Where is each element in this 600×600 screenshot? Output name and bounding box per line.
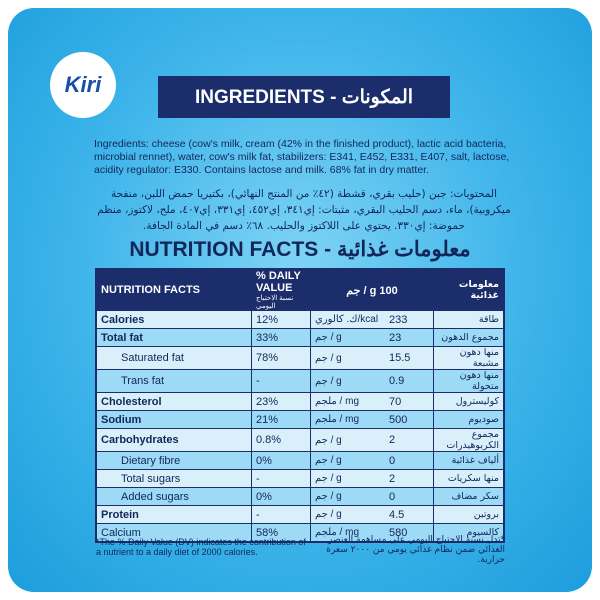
nutrient-row: Saturated fat 78% جم / g 15.5 منها دهون مشبع… <box>95 346 505 370</box>
unit: جم / g <box>310 451 385 470</box>
brand-logo: Kiri <box>50 52 116 118</box>
nutrient-row: Sodium 21% ملجم / mg 500 صوديوم <box>95 410 505 429</box>
nutrient-row: Total sugars - جم / g 2 منها سكريات <box>95 469 505 488</box>
nutrient-name-arabic: كوليسترول <box>433 392 505 411</box>
nutrient-name-arabic: منها سكريات <box>433 469 505 488</box>
amount: 0 <box>385 487 434 506</box>
header-per: جم / g 100 <box>310 268 434 311</box>
nutrient-row: Total fat 33% جم / g 23 مجموع الدهون <box>95 328 505 347</box>
unit: جم / g <box>310 505 385 524</box>
header-dv-ar: نسبة الاحتياج اليومي <box>256 295 294 310</box>
unit: جم / g <box>310 328 385 347</box>
amount: 2 <box>385 469 434 488</box>
header-name: NUTRITION FACTS <box>95 268 252 311</box>
nutrient-name-arabic: مجموع الكربوهيدرات <box>433 428 505 452</box>
nutrient-name-arabic: منها دهون متحولة <box>433 369 505 393</box>
ingredients-arabic: المحتويات: جبن (حليب بقري، قشطة (٤٢٪ من … <box>97 188 511 232</box>
header-row: NUTRITION FACTS % DAILY VALUE نسبة الاحتي… <box>95 268 505 311</box>
daily-value: 58% <box>251 523 311 543</box>
nutrient-name: Total fat <box>95 328 252 347</box>
nutrient-name: Carbohydrates <box>95 428 252 452</box>
footnote: *The % Daily Value (DV) indicates the co… <box>96 537 306 557</box>
daily-value: 21% <box>251 410 311 429</box>
nutrient-name-arabic: صوديوم <box>433 410 505 429</box>
nutrient-name: Cholesterol <box>95 392 252 411</box>
daily-value: 0.8% <box>251 428 311 452</box>
nutrient-row: Cholesterol 23% ملجم / mg 70 كوليسترول <box>95 392 505 411</box>
nutrient-row: Calories 12% ك. كالوري/kcal 233 طاقة <box>95 310 505 329</box>
amount: 23 <box>385 328 434 347</box>
ingredients-title: INGREDIENTS - المكونات <box>158 76 450 118</box>
footnote-arabic: *تدل نسبة الاحتياج اليومي على مساهمة الع… <box>326 535 505 565</box>
nutrient-name: Saturated fat <box>95 346 252 370</box>
nutrient-name: Added sugars <box>95 487 252 506</box>
unit: جم / g <box>310 346 385 370</box>
unit: ك. كالوري/kcal <box>310 310 385 329</box>
unit: جم / g <box>310 369 385 393</box>
nutrient-name-arabic: سكر مضاف <box>433 487 505 506</box>
unit: ملجم / mg <box>310 523 385 543</box>
header-dv-en: % DAILY VALUE <box>256 270 301 294</box>
nutrient-name: Calories <box>95 310 252 329</box>
nutrient-name-arabic: منها دهون مشبعة <box>433 346 505 370</box>
nutrient-row: Protein - جم / g 4.5 بروتين <box>95 505 505 524</box>
nutrient-name: Trans fat <box>95 369 252 393</box>
unit: جم / g <box>310 469 385 488</box>
unit: جم / g <box>310 428 385 452</box>
amount: 500 <box>385 410 434 429</box>
unit: ملجم / mg <box>310 392 385 411</box>
nutrient-name-arabic: ألياف غذائية <box>433 451 505 470</box>
daily-value: 12% <box>251 310 311 329</box>
nutrient-name: Sodium <box>95 410 252 429</box>
daily-value: - <box>251 505 311 524</box>
nutrient-row: Carbohydrates 0.8% جم / g 2 مجموع الكربوهيدر… <box>95 428 505 452</box>
nutrient-row: Added sugars 0% جم / g 0 سكر مضاف <box>95 487 505 506</box>
nutrient-name-arabic: طاقة <box>433 310 505 329</box>
amount: 0 <box>385 451 434 470</box>
nutrient-row: Calcium 58% ملجم / mg 580 كالسيوم <box>95 523 505 543</box>
daily-value: - <box>251 369 311 393</box>
amount: 2 <box>385 428 434 452</box>
nutrient-row: Dietary fibre 0% جم / g 0 ألياف غذائية <box>95 451 505 470</box>
nutrient-name: Total sugars <box>95 469 252 488</box>
header-dv: % DAILY VALUE نسبة الاحتياج اليومي <box>251 268 311 311</box>
amount: 70 <box>385 392 434 411</box>
daily-value: 0% <box>251 451 311 470</box>
amount: 233 <box>385 310 434 329</box>
daily-value: 23% <box>251 392 311 411</box>
nutrient-name-arabic: كالسيوم <box>433 523 505 543</box>
amount: 4.5 <box>385 505 434 524</box>
nutrient-row: Trans fat - جم / g 0.9 منها دهون متحولة <box>95 369 505 393</box>
daily-value: 33% <box>251 328 311 347</box>
nutrition-title: NUTRITION FACTS - معلومات غذائية <box>129 238 471 261</box>
nutrition-table: NUTRITION FACTS % DAILY VALUE نسبة الاحتي… <box>95 268 505 543</box>
header-arabic: معلومات غذائية <box>433 268 505 311</box>
amount: 15.5 <box>385 346 434 370</box>
nutrient-name: Protein <box>95 505 252 524</box>
nutrient-name: Dietary fibre <box>95 451 252 470</box>
amount: 0.9 <box>385 369 434 393</box>
nutrient-name-arabic: بروتين <box>433 505 505 524</box>
nutrient-name-arabic: مجموع الدهون <box>433 328 505 347</box>
daily-value: - <box>251 469 311 488</box>
daily-value: 0% <box>251 487 311 506</box>
ingredients-english: Ingredients: cheese (cow's milk, cream (… <box>94 138 510 176</box>
unit: ملجم / mg <box>310 410 385 429</box>
unit: جم / g <box>310 487 385 506</box>
daily-value: 78% <box>251 346 311 370</box>
